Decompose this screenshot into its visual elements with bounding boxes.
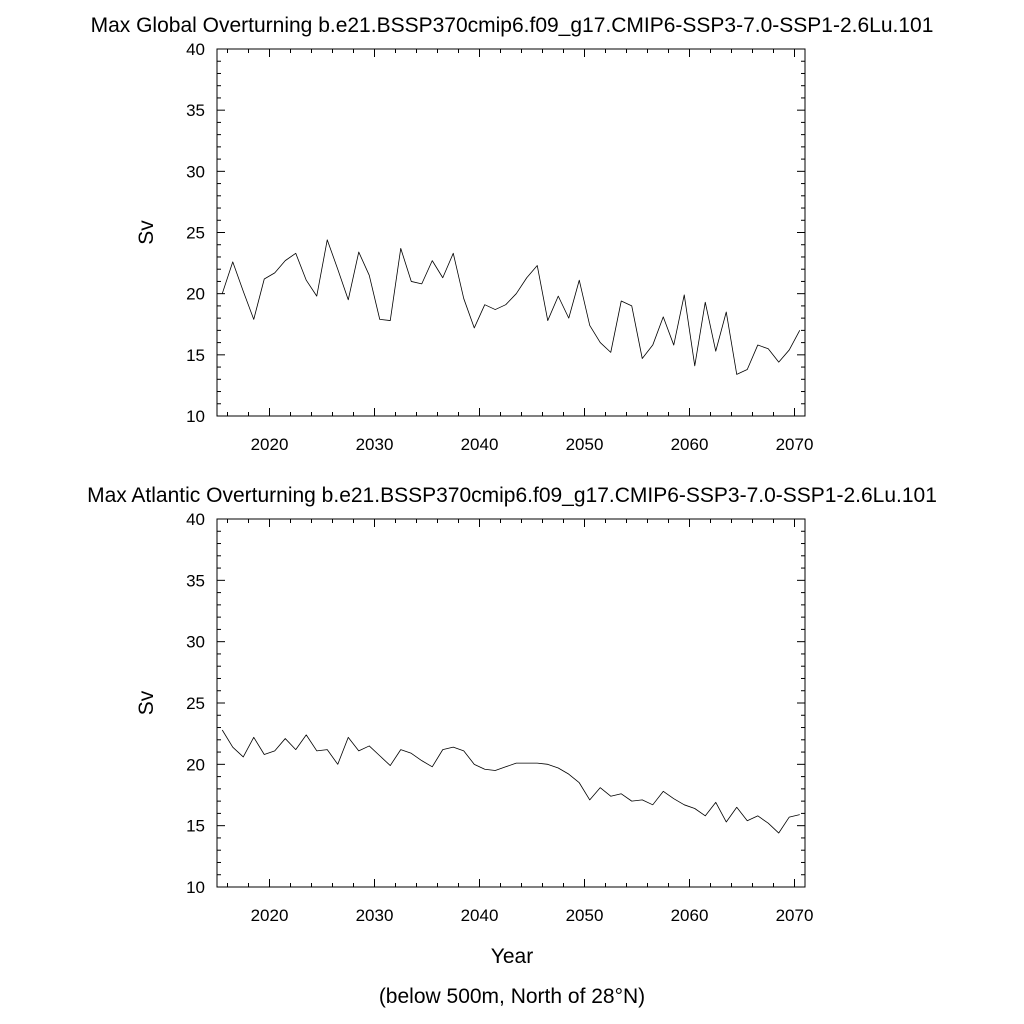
global-y-tick-label: 15: [186, 346, 205, 365]
atlantic-x-tick-label: 2040: [461, 906, 499, 925]
atlantic-plot-area: 10 15 20 25 30 35 40 2020 2030 2040 2050 2060 2070 Sv: [135, 510, 813, 925]
atlantic-x-tick-label: 2050: [566, 906, 604, 925]
global-y-tick-label: 40: [186, 40, 205, 59]
atlantic-x-tick-label: 2020: [251, 906, 289, 925]
atlantic-y-axis-label: Sv: [135, 690, 158, 715]
global-y-axis-label: Sv: [135, 220, 158, 245]
atlantic-y-tick-label: 40: [186, 510, 205, 529]
global-series-line: [221, 239, 801, 375]
atlantic-overturning-panel: Max Atlantic Overturning b.e21.BSSP370cm…: [87, 484, 937, 925]
atlantic-y-tick-label: 20: [186, 755, 205, 774]
atlantic-x-tick-label: 2060: [671, 906, 709, 925]
global-x-tick-label: 2020: [251, 435, 289, 454]
global-chart-title: Max Global Overturning b.e21.BSSP370cmip…: [91, 14, 934, 37]
global-plot-area: 10 15 20 25 30 35 40 2020 2030 2040 2050 2060 2070 Sv: [135, 40, 813, 454]
global-x-tick-label: 2030: [356, 435, 394, 454]
atlantic-x-tick-label: 2030: [356, 906, 394, 925]
x-axis-label: Year: [491, 945, 533, 968]
global-x-tick-label: 2040: [461, 435, 499, 454]
global-x-tick-label: 2050: [566, 435, 604, 454]
global-y-tick-label: 30: [186, 162, 205, 181]
atlantic-series-line: [221, 729, 800, 834]
footnote: (below 500m, North of 28°N): [379, 985, 645, 1008]
atlantic-y-tick-label: 35: [186, 571, 205, 590]
atlantic-chart-title: Max Atlantic Overturning b.e21.BSSP370cm…: [87, 484, 937, 507]
atlantic-y-tick-label: 25: [186, 694, 205, 713]
global-y-tick-label: 35: [186, 101, 205, 120]
global-overturning-panel: Max Global Overturning b.e21.BSSP370cmip…: [91, 14, 934, 454]
global-x-tick-label: 2070: [776, 435, 814, 454]
global-y-tick-label: 10: [186, 407, 205, 426]
atlantic-x-tick-label: 2070: [776, 906, 814, 925]
atlantic-y-tick-label: 15: [186, 817, 205, 836]
global-y-tick-label: 20: [186, 285, 205, 304]
atlantic-y-tick-label: 30: [186, 633, 205, 652]
atlantic-y-tick-label: 10: [186, 878, 205, 897]
global-y-tick-label: 25: [186, 224, 205, 243]
global-x-tick-label: 2060: [671, 435, 709, 454]
